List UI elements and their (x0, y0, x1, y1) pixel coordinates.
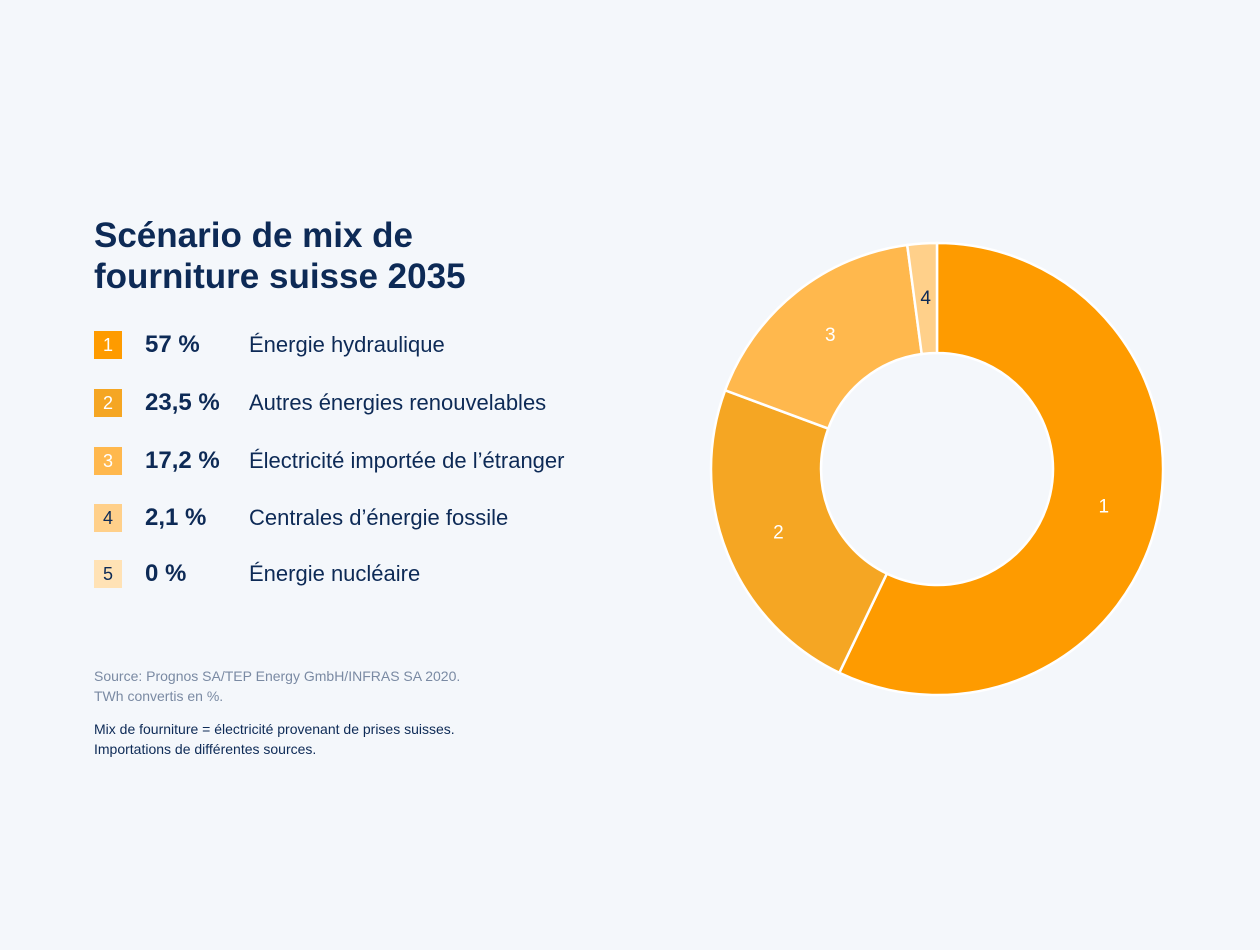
legend-percent: 0 % (145, 560, 187, 587)
donut-slice-label-3: 3 (825, 325, 836, 346)
definition-note: Mix de fourniture = électricité provenan… (94, 719, 455, 759)
legend-number-badge: 5 (94, 560, 122, 588)
legend-label: Centrales d’énergie fossile (249, 505, 509, 530)
legend-item-5: 5 0 % Énergie nucléaire (94, 559, 654, 589)
legend-label: Énergie hydraulique (249, 332, 445, 357)
source-line-1: Source: Prognos SA/TEP Energy GmbH/INFRA… (94, 668, 461, 684)
legend-percent: 17,2 % (145, 447, 220, 474)
note-line-1: Mix de fourniture = électricité provenan… (94, 721, 455, 737)
chart-title-line-1: Scénario de mix de (94, 216, 414, 255)
legend-item-3: 3 17,2 % Électricité importée de l’étran… (94, 446, 654, 476)
donut-slice-2 (709, 388, 889, 675)
legend-percent: 57 % (145, 331, 200, 358)
legend-number-badge: 2 (94, 389, 122, 417)
legend-item-1: 1 57 % Énergie hydraulique (94, 330, 654, 360)
donut-slice-1 (837, 241, 1165, 697)
donut-slice-3 (723, 243, 924, 431)
donut-chart: 1 2 3 4 (709, 241, 1165, 697)
legend-label: Autres énergies renouvelables (249, 390, 547, 415)
donut-slice-label-2: 2 (773, 523, 784, 544)
legend-percent: 23,5 % (145, 389, 220, 416)
legend-number-badge: 3 (94, 447, 122, 475)
legend-percent: 2,1 % (145, 504, 207, 531)
legend: 1 57 % Énergie hydraulique 2 23,5 % Autr… (94, 330, 654, 588)
donut-slice-label-1: 1 (1098, 496, 1109, 517)
legend-label: Électricité importée de l’étranger (249, 448, 565, 473)
legend-number-badge: 1 (94, 331, 122, 359)
source-note: Source: Prognos SA/TEP Energy GmbH/INFRA… (94, 666, 460, 706)
note-line-2: Importations de différentes sources. (94, 741, 317, 757)
chart-title-line-2: fourniture suisse 2035 (94, 257, 466, 296)
legend-item-2: 2 23,5 % Autres énergies renouvelables (94, 388, 654, 418)
chart-title: Scénario de mix de fourniture suisse 203… (94, 215, 614, 297)
donut-slice-4 (905, 241, 939, 356)
source-line-2: TWh convertis en %. (94, 688, 224, 704)
donut-slice-label-4: 4 (920, 288, 931, 309)
legend-number-badge: 4 (94, 504, 122, 532)
legend-label: Énergie nucléaire (249, 561, 421, 586)
legend-item-4: 4 2,1 % Centrales d’énergie fossile (94, 503, 654, 533)
